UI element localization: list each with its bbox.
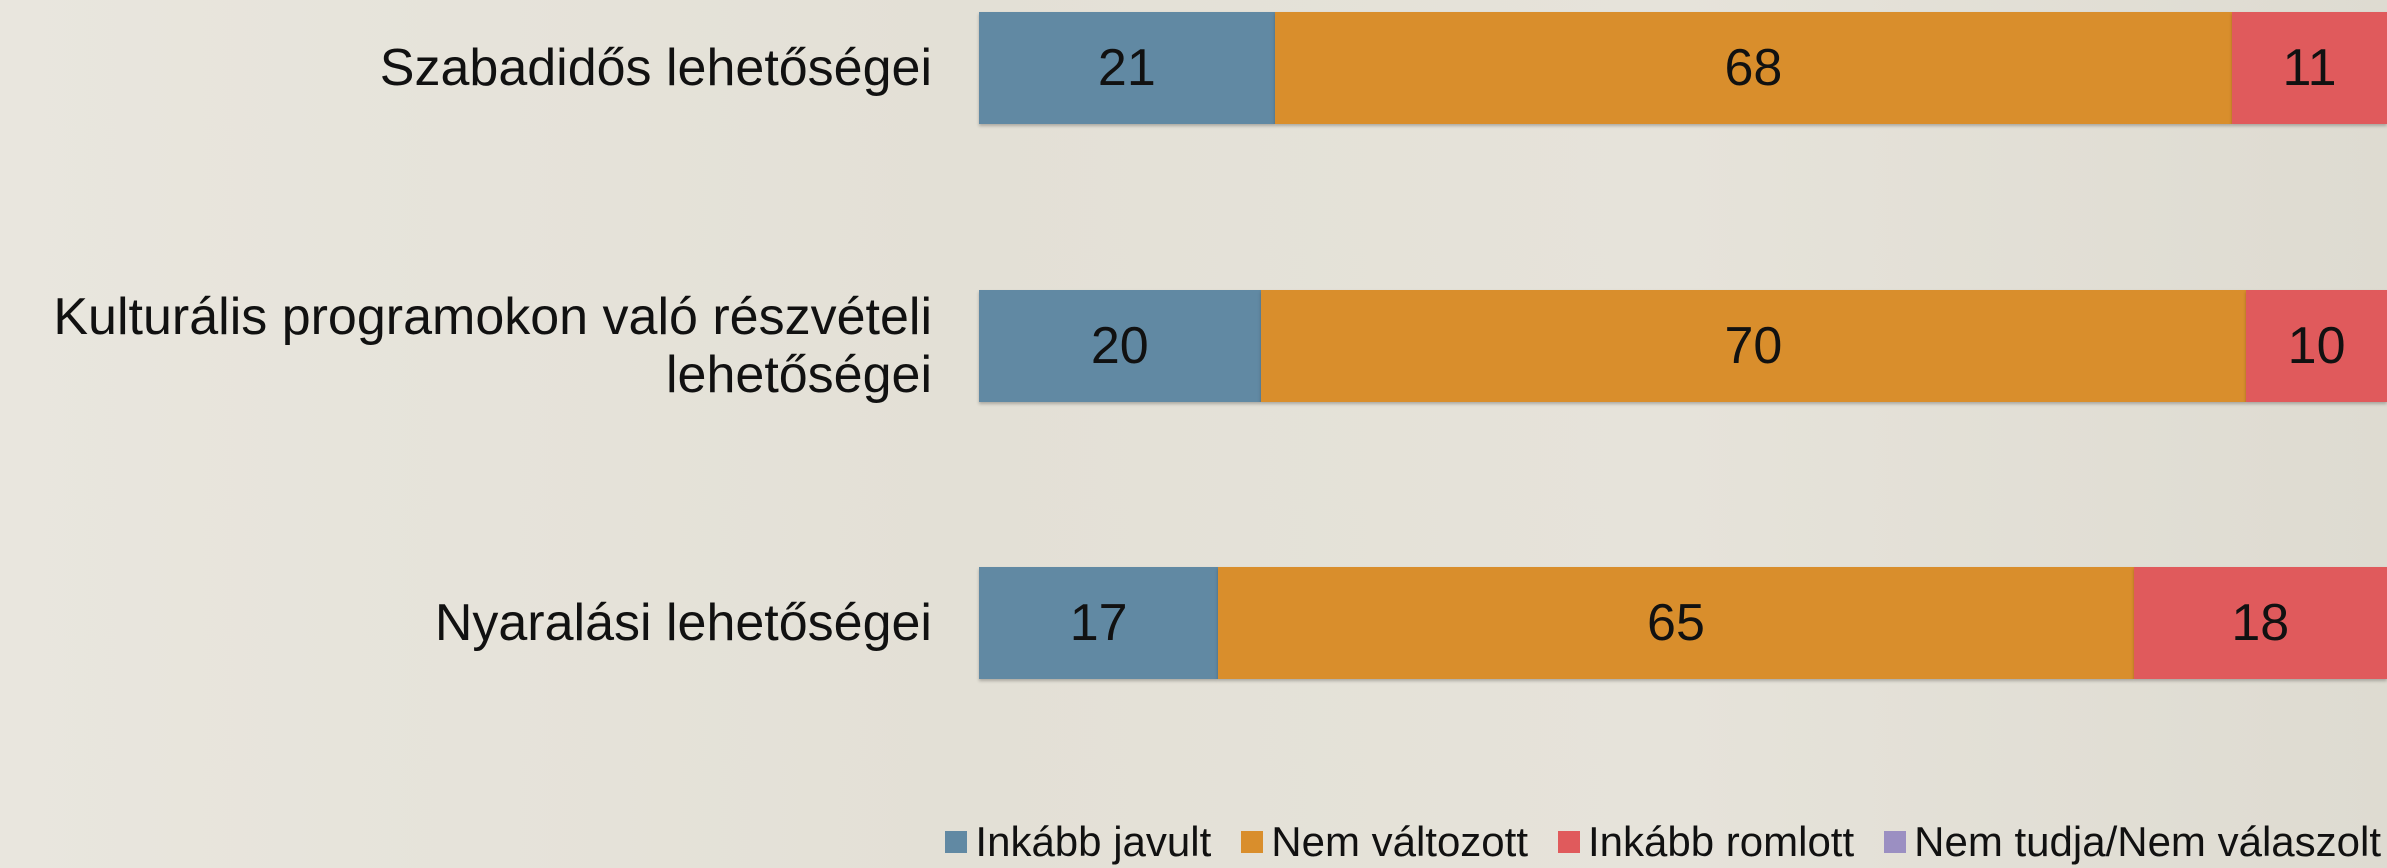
value-label: 11 xyxy=(2282,39,2337,97)
legend-label: Inkább javult xyxy=(975,818,1212,865)
value-label: 17 xyxy=(1069,594,1128,652)
bar-segment xyxy=(1274,12,2233,124)
value-label: 21 xyxy=(1097,39,1156,97)
value-label: 10 xyxy=(2287,317,2346,375)
category-label: Kulturális programokon való részvételi l… xyxy=(53,288,932,404)
value-label: 70 xyxy=(1724,317,1783,375)
value-label: 20 xyxy=(1090,317,1149,375)
legend-item: Nem tudja/Nem válaszolt xyxy=(1884,818,2381,866)
legend-item: Inkább romlott xyxy=(1558,818,1854,866)
legend-label: Nem változott xyxy=(1271,818,1529,865)
legend-swatch xyxy=(1241,831,1264,853)
legend-label: Nem tudja/Nem válaszolt xyxy=(1914,818,2381,865)
legend-swatch xyxy=(1884,831,1907,853)
bar-segment xyxy=(1260,290,2247,402)
legend-label: Inkább romlott xyxy=(1588,818,1855,865)
bar-segment xyxy=(2246,290,2387,402)
category-label: Szabadidős lehetőségei xyxy=(379,39,932,97)
bar-segment xyxy=(979,567,1219,679)
value-label: 18 xyxy=(2231,594,2290,652)
legend-item: Inkább javult xyxy=(945,818,1211,866)
value-label: 68 xyxy=(1724,39,1783,97)
bar-segment xyxy=(979,290,1261,402)
bar-segment xyxy=(979,12,1275,124)
legend: Inkább javult Nem változott Inkább romlott… xyxy=(945,818,2381,866)
legend-item: Nem változott xyxy=(1241,818,1528,866)
category-label: Nyaralási lehetőségei xyxy=(434,594,932,652)
legend-swatch xyxy=(1558,831,1581,853)
bar-segment xyxy=(1218,567,2134,679)
bar-segment xyxy=(2232,12,2387,124)
value-label: 65 xyxy=(1647,594,1705,652)
legend-swatch xyxy=(945,831,968,853)
bar-segment xyxy=(2133,567,2387,679)
